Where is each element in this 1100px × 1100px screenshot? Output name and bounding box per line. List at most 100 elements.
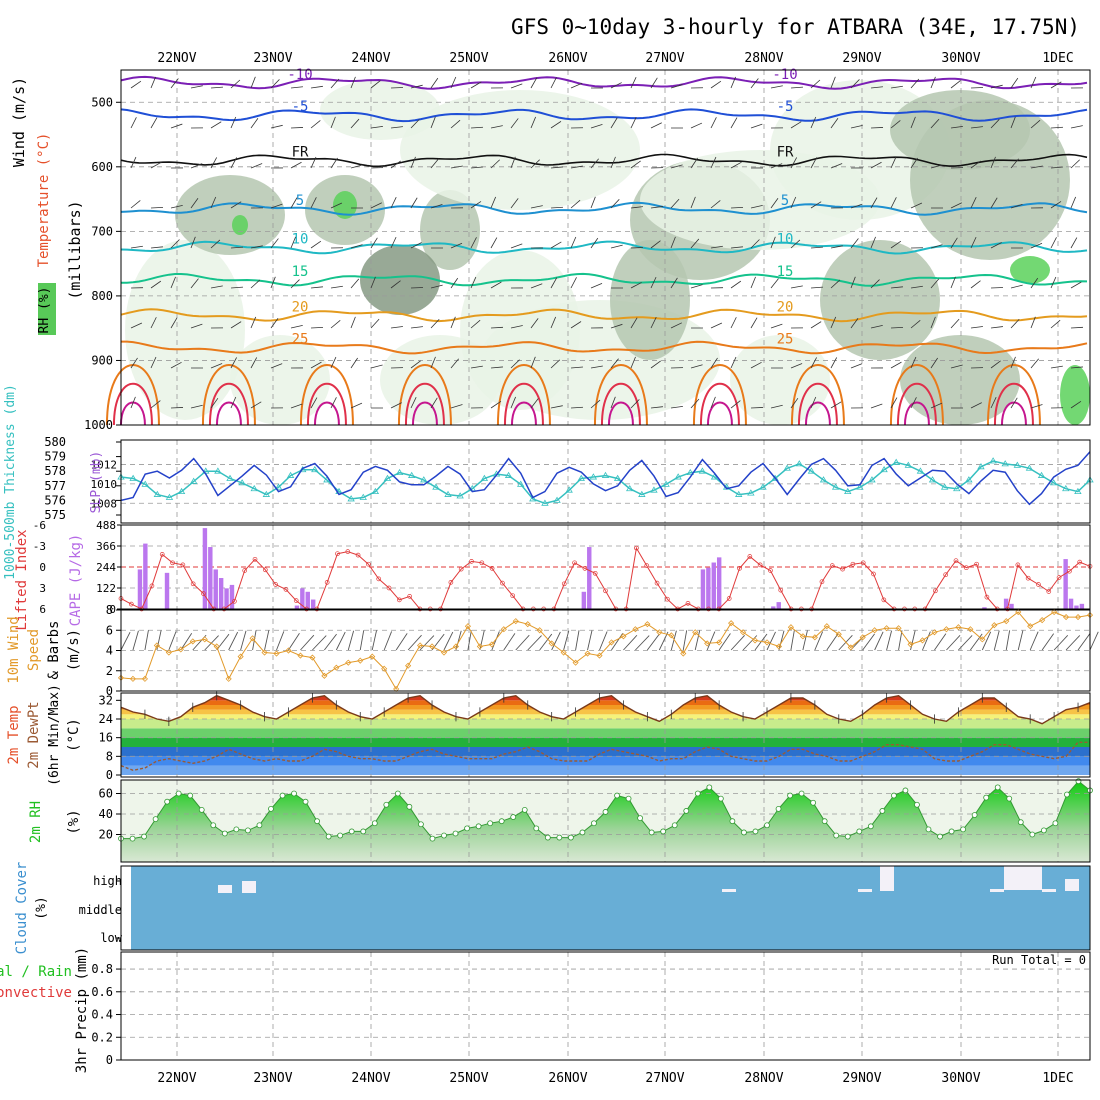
upper-barb-31-7 <box>750 361 762 369</box>
upper-barb-1-8 <box>150 400 161 409</box>
thickness-point-66 <box>916 467 925 474</box>
upper-barb-2-0 <box>170 78 179 89</box>
upper-barb-22-7 <box>570 366 583 369</box>
thickness-point-76 <box>1037 471 1046 478</box>
li-point-90 <box>1046 589 1052 594</box>
top-date-label-1DEC: 1DEC <box>1042 51 1073 66</box>
upper-barb-25-3 <box>630 206 643 209</box>
barb-40 <box>599 631 608 651</box>
upper-barb-25-2 <box>630 160 641 169</box>
cape-bar-174 <box>1063 559 1068 609</box>
upper-barb-26-6 <box>650 317 657 329</box>
upper-barb-23-7 <box>590 365 603 369</box>
rh2m-point-25 <box>406 803 413 810</box>
upper-barb-47-2 <box>1070 159 1080 169</box>
rh2m-point-28 <box>441 832 447 839</box>
li-point-34 <box>469 559 474 564</box>
bottom-date-label-26NOV: 26NOV <box>548 1071 587 1086</box>
upper-barb-11-8 <box>350 402 363 409</box>
temp-band-4 <box>121 728 1090 738</box>
warm-loop-1-2 <box>215 401 242 426</box>
p5-ytick-8: 8 <box>106 749 113 763</box>
thickness-point-44 <box>650 486 658 493</box>
barb-13 <box>276 631 285 651</box>
wind-point-72 <box>979 636 986 643</box>
p4-ylabel-a: 10m Wind <box>6 616 22 683</box>
rh2m-point-3 <box>152 816 159 823</box>
barb-75 <box>1017 630 1024 651</box>
p1-ytick-700: 700 <box>91 224 113 238</box>
thickness-point-24 <box>407 471 416 478</box>
warm-loop-6-1 <box>699 382 740 426</box>
wind-point-7 <box>201 636 208 643</box>
upper-barb-24-2 <box>610 156 616 169</box>
rh2m-point-66 <box>879 808 886 814</box>
upper-barb-16-2 <box>450 165 463 169</box>
upper-barb-11-6 <box>350 316 356 329</box>
thickness-point-22 <box>383 474 392 481</box>
wind-point-80 <box>1074 614 1082 621</box>
upper-barb-45-6 <box>1030 316 1036 329</box>
rh2m-point-65 <box>867 823 874 830</box>
upper-barb-28-4 <box>690 238 700 249</box>
rh-shade-22 <box>360 245 440 315</box>
rh2m-point-43 <box>614 792 620 799</box>
wind-point-61 <box>847 644 854 651</box>
upper-barb-7-1 <box>270 124 283 129</box>
upper-barb-0-4 <box>130 245 143 249</box>
wind-point-35 <box>536 627 543 634</box>
li-point-55 <box>685 601 691 606</box>
upper-barb-36-6 <box>850 318 859 329</box>
rh2m-point-44 <box>625 795 632 802</box>
upper-barb-14-2 <box>410 156 416 169</box>
thickness-point-60 <box>844 487 852 495</box>
li-point-89 <box>1036 582 1041 587</box>
p1-ytick-600: 600 <box>91 160 113 174</box>
p3-li-tick-3: 3 <box>39 582 46 595</box>
rh2m-point-70 <box>925 826 932 833</box>
barb-44 <box>647 633 660 651</box>
li-point-81 <box>953 558 959 564</box>
bottom-date-label-27NOV: 27NOV <box>645 1071 684 1086</box>
li-point-32 <box>448 580 454 585</box>
rh-shade-18 <box>230 335 330 425</box>
wind-point-54 <box>763 639 771 646</box>
p6-ylabel-unit: (%) <box>66 809 82 834</box>
upper-barb-15-1 <box>430 116 436 129</box>
wind-point-21 <box>369 653 376 660</box>
isotherm-label--10-0: -10 <box>287 67 312 83</box>
thickness-point-65 <box>904 461 913 468</box>
upper-barb-35-1 <box>830 118 839 129</box>
wind-point-71 <box>967 626 974 633</box>
barb-64 <box>886 630 893 651</box>
p1-ytick-800: 800 <box>91 289 113 303</box>
upper-barb-25-7 <box>630 356 636 369</box>
upper-barb-37-3 <box>870 197 878 209</box>
cape-bar-109 <box>711 562 716 609</box>
p6-ytick-20: 20 <box>99 828 113 842</box>
p7-ytick-high: high <box>93 874 122 888</box>
upper-barb-44-5 <box>1010 284 1023 289</box>
upper-barb-15-2 <box>430 158 439 169</box>
cape-bar-163 <box>1003 598 1009 609</box>
upper-barb-1-4 <box>150 246 163 249</box>
upper-barb-23-2 <box>590 158 599 169</box>
upper-barb-42-5 <box>970 280 981 289</box>
p4-ylabel-b: Speed <box>26 629 42 671</box>
wind-point-22 <box>381 665 388 672</box>
isotherm-label-20-0: 20 <box>292 299 309 315</box>
wind-point-52 <box>740 629 747 636</box>
upper-barb-42-6 <box>970 326 983 329</box>
p5-ytick-16: 16 <box>99 731 113 745</box>
rh2m-point-40 <box>579 829 586 836</box>
barb-73 <box>993 630 1000 651</box>
li-point-47 <box>603 588 608 594</box>
upper-barb-41-1 <box>950 126 963 129</box>
p2-thick-tick-578: 578 <box>44 464 66 478</box>
upper-barb-35-0 <box>830 76 836 89</box>
li-point-4 <box>159 552 165 557</box>
barb-54 <box>766 631 776 651</box>
upper-barb-17-4 <box>470 237 477 249</box>
upper-barb-20-0 <box>530 77 538 89</box>
rh2m-point-52 <box>717 795 724 802</box>
